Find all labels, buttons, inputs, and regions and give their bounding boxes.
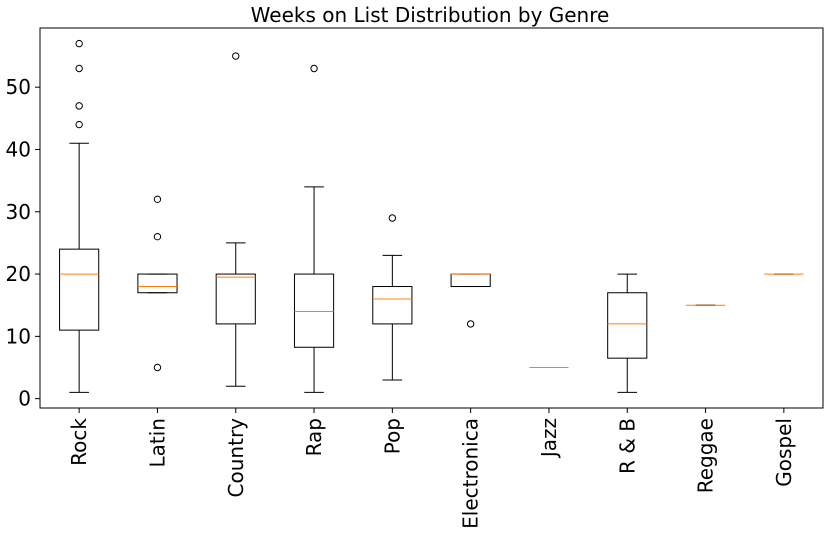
outlier-point (153, 195, 162, 204)
x-tick-label-pop: Pop (380, 418, 404, 454)
box-group-latin (137, 195, 178, 372)
outlier-point (466, 320, 475, 328)
chart-title: Weeks on List Distribution by Genre (251, 3, 610, 27)
x-tick-label-country: Country (224, 418, 248, 498)
x-tick-label-gospel: Gospel (772, 418, 796, 487)
x-tick-label-latin: Latin (145, 418, 169, 467)
plot-frame (39, 27, 824, 409)
box-group-rock (59, 39, 100, 393)
y-axis: 0 10 20 30 40 50 (6, 75, 40, 411)
x-tick-label-r-b: R & B (615, 418, 639, 474)
outlier-point (153, 363, 162, 372)
box (137, 273, 178, 294)
y-tick-label: 0 (18, 387, 31, 411)
outlier-point (75, 120, 83, 129)
box (215, 273, 256, 325)
box-group-country (215, 52, 256, 387)
box (450, 273, 491, 288)
x-tick-label-rock: Rock (67, 418, 91, 466)
x-axis: Rock Latin Country Rap Pop Electronica Jazz R &… (67, 408, 796, 529)
outlier-point (388, 214, 397, 222)
box (59, 248, 100, 331)
box (607, 292, 648, 359)
box-group-r-b (607, 273, 648, 393)
x-tick-label-jazz: Jazz (537, 418, 561, 459)
outlier-point (75, 64, 83, 73)
x-tick-label-electronica: Electronica (459, 418, 483, 529)
plot-area (59, 39, 804, 393)
box (372, 286, 413, 325)
outlier-point (310, 64, 318, 73)
outlier-point (75, 102, 83, 110)
y-tick-label: 20 (6, 262, 31, 286)
box-group-pop (372, 214, 413, 381)
y-tick-label: 40 (6, 137, 31, 161)
outlier-point (153, 232, 162, 241)
outlier-point (232, 52, 240, 60)
outlier-point (75, 39, 83, 48)
box-group-electronica (450, 273, 491, 328)
box (293, 273, 335, 348)
y-tick-label: 10 (6, 324, 31, 348)
y-tick-label: 30 (6, 200, 31, 224)
y-tick-label: 50 (6, 75, 31, 99)
x-tick-label-reggae: Reggae (694, 418, 718, 493)
x-tick-label-rap: Rap (302, 418, 326, 456)
box-group-rap (293, 64, 335, 393)
